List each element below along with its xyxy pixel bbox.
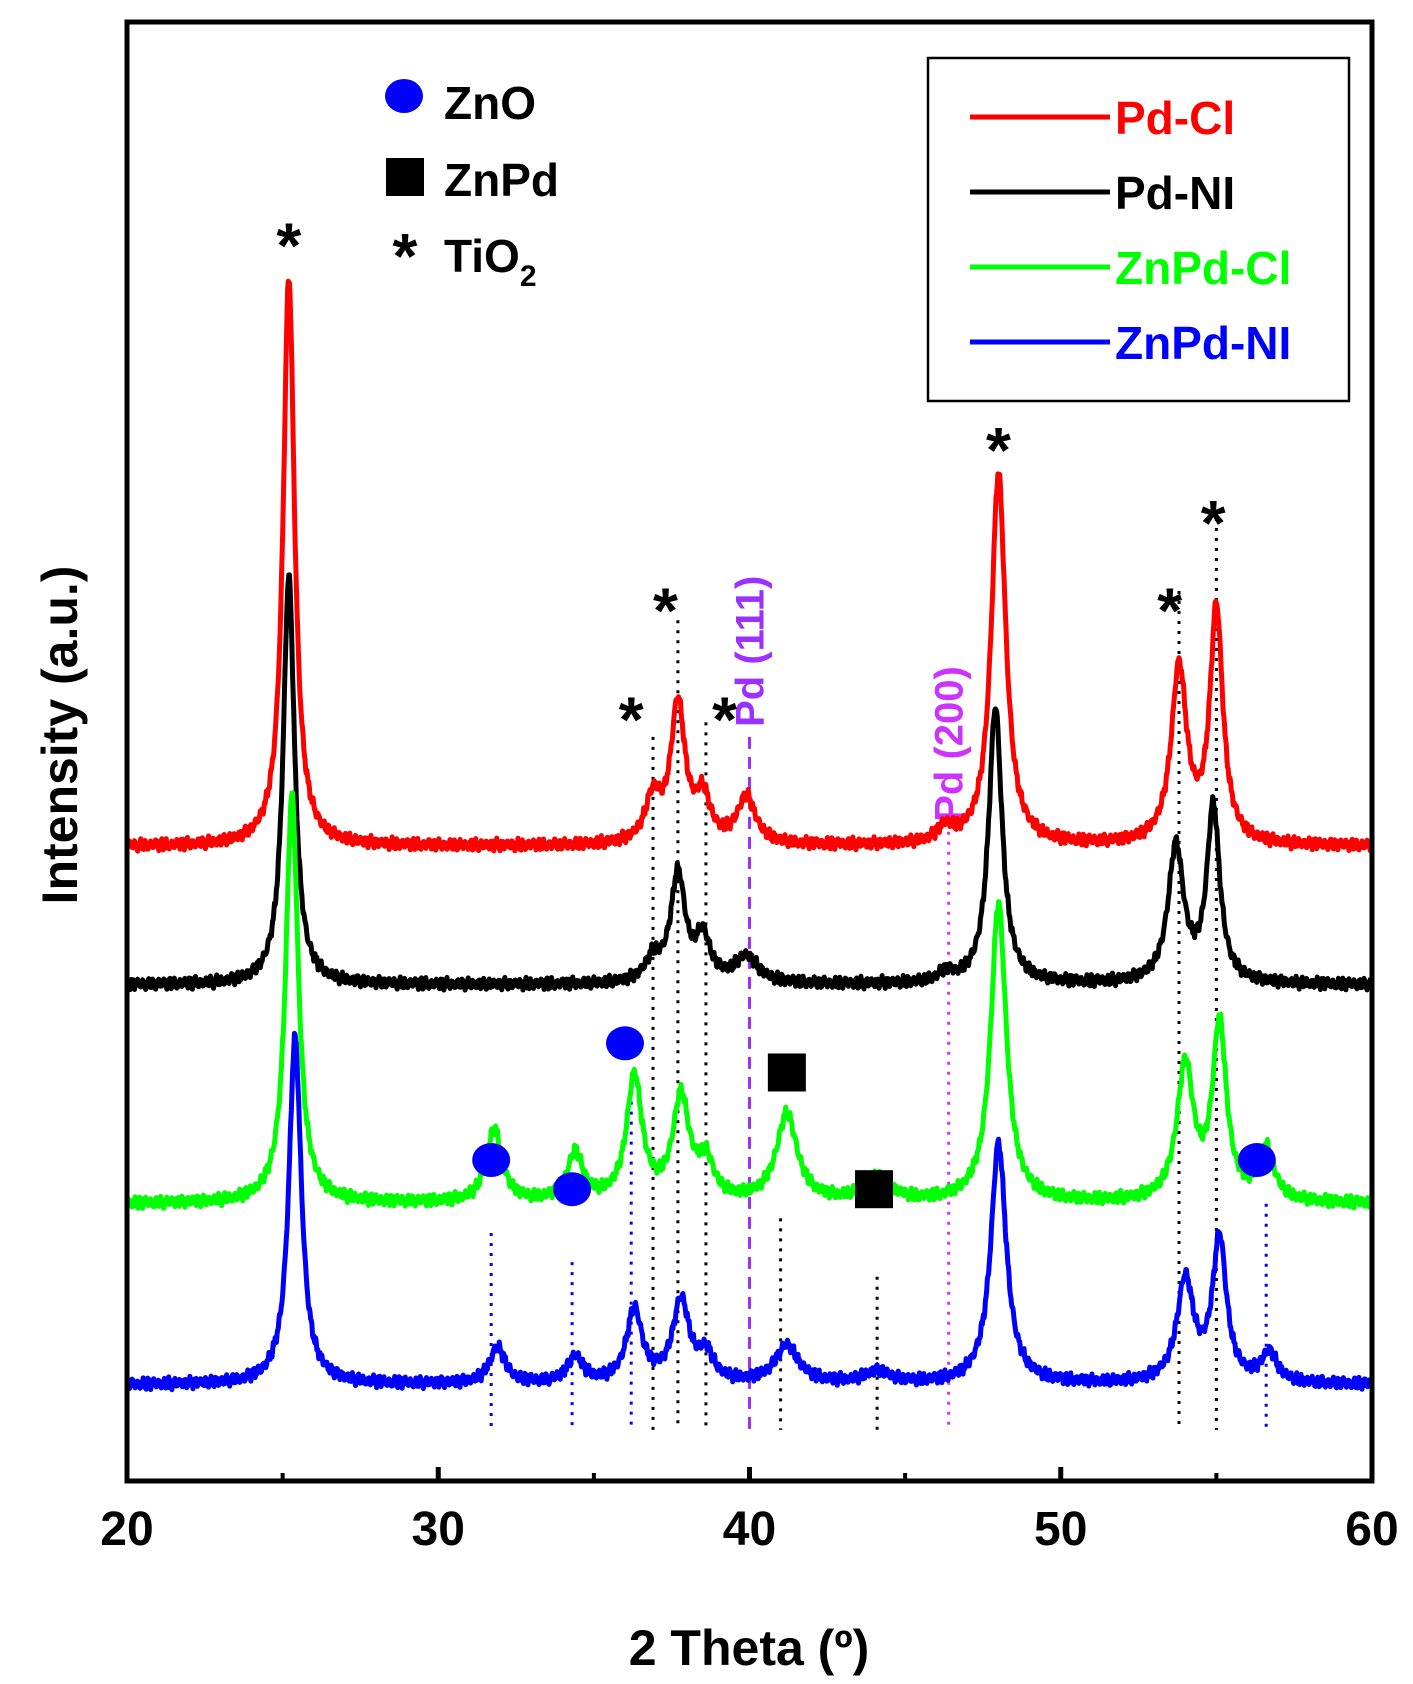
phase-legend-label: ZnO: [444, 77, 536, 129]
reference-lines: Pd (111) Pd (200): [489, 518, 1268, 1430]
x-tick-label: 50: [1034, 1503, 1087, 1556]
tio2-asterisk-marker: *: [1201, 487, 1226, 559]
zno-circle-marker: [472, 1143, 511, 1178]
zno-circle-marker: [606, 1026, 644, 1061]
series-pd-ni-line: [125, 572, 1374, 993]
znpd-square-marker: [855, 1170, 893, 1209]
tio2-asterisk-marker: *: [1157, 574, 1182, 646]
annotation-layer: *******: [276, 210, 1276, 1209]
reference-line-label: Pd (200): [928, 666, 972, 822]
legend-label-znpd-ni: ZnPd-NI: [1115, 317, 1291, 369]
legend-zno-circle-icon: [385, 79, 423, 113]
x-tick-label: 40: [723, 1503, 776, 1556]
zno-circle-marker: [553, 1172, 592, 1207]
phase-legend-label: ZnPd: [444, 154, 559, 206]
legend-label-pd-cl: Pd-Cl: [1115, 92, 1235, 144]
x-tick-label: 20: [100, 1503, 153, 1556]
x-tick-label: 30: [412, 1503, 465, 1556]
tio2-asterisk-marker: *: [986, 414, 1011, 486]
legend-znpd-square-icon: [386, 158, 424, 196]
legend-label-znpd-cl: ZnPd-Cl: [1115, 242, 1291, 294]
zno-circle-marker: [1237, 1143, 1276, 1178]
series-pd-cl-line: [124, 278, 1375, 854]
tio2-asterisk-marker: *: [653, 574, 678, 646]
legend-label-pd-ni: Pd-NI: [1115, 167, 1235, 219]
series-znpd-cl-line: [125, 790, 1375, 1211]
legend-tio2-asterisk-icon: *: [393, 220, 418, 292]
tio2-asterisk-marker: *: [712, 684, 737, 756]
reference-line-label: Pd (111): [729, 576, 773, 727]
tio2-asterisk-marker: *: [276, 210, 301, 282]
subscript: 2: [520, 260, 537, 293]
znpd-square-marker: [767, 1053, 806, 1092]
series-legend: Pd-Cl Pd-NI ZnPd-Cl ZnPd-NI: [970, 92, 1291, 369]
series-znpd-ni-line: [124, 1030, 1375, 1393]
x-axis: 20 30 40 50 60: [100, 1467, 1399, 1556]
tio2-asterisk-marker: *: [619, 684, 644, 756]
y-axis-title: Intensity (a.u.): [32, 566, 88, 905]
x-tick-label: 60: [1345, 1503, 1398, 1556]
x-axis-title: 2 Theta (º): [629, 1620, 870, 1676]
series-layer: [124, 278, 1375, 1393]
